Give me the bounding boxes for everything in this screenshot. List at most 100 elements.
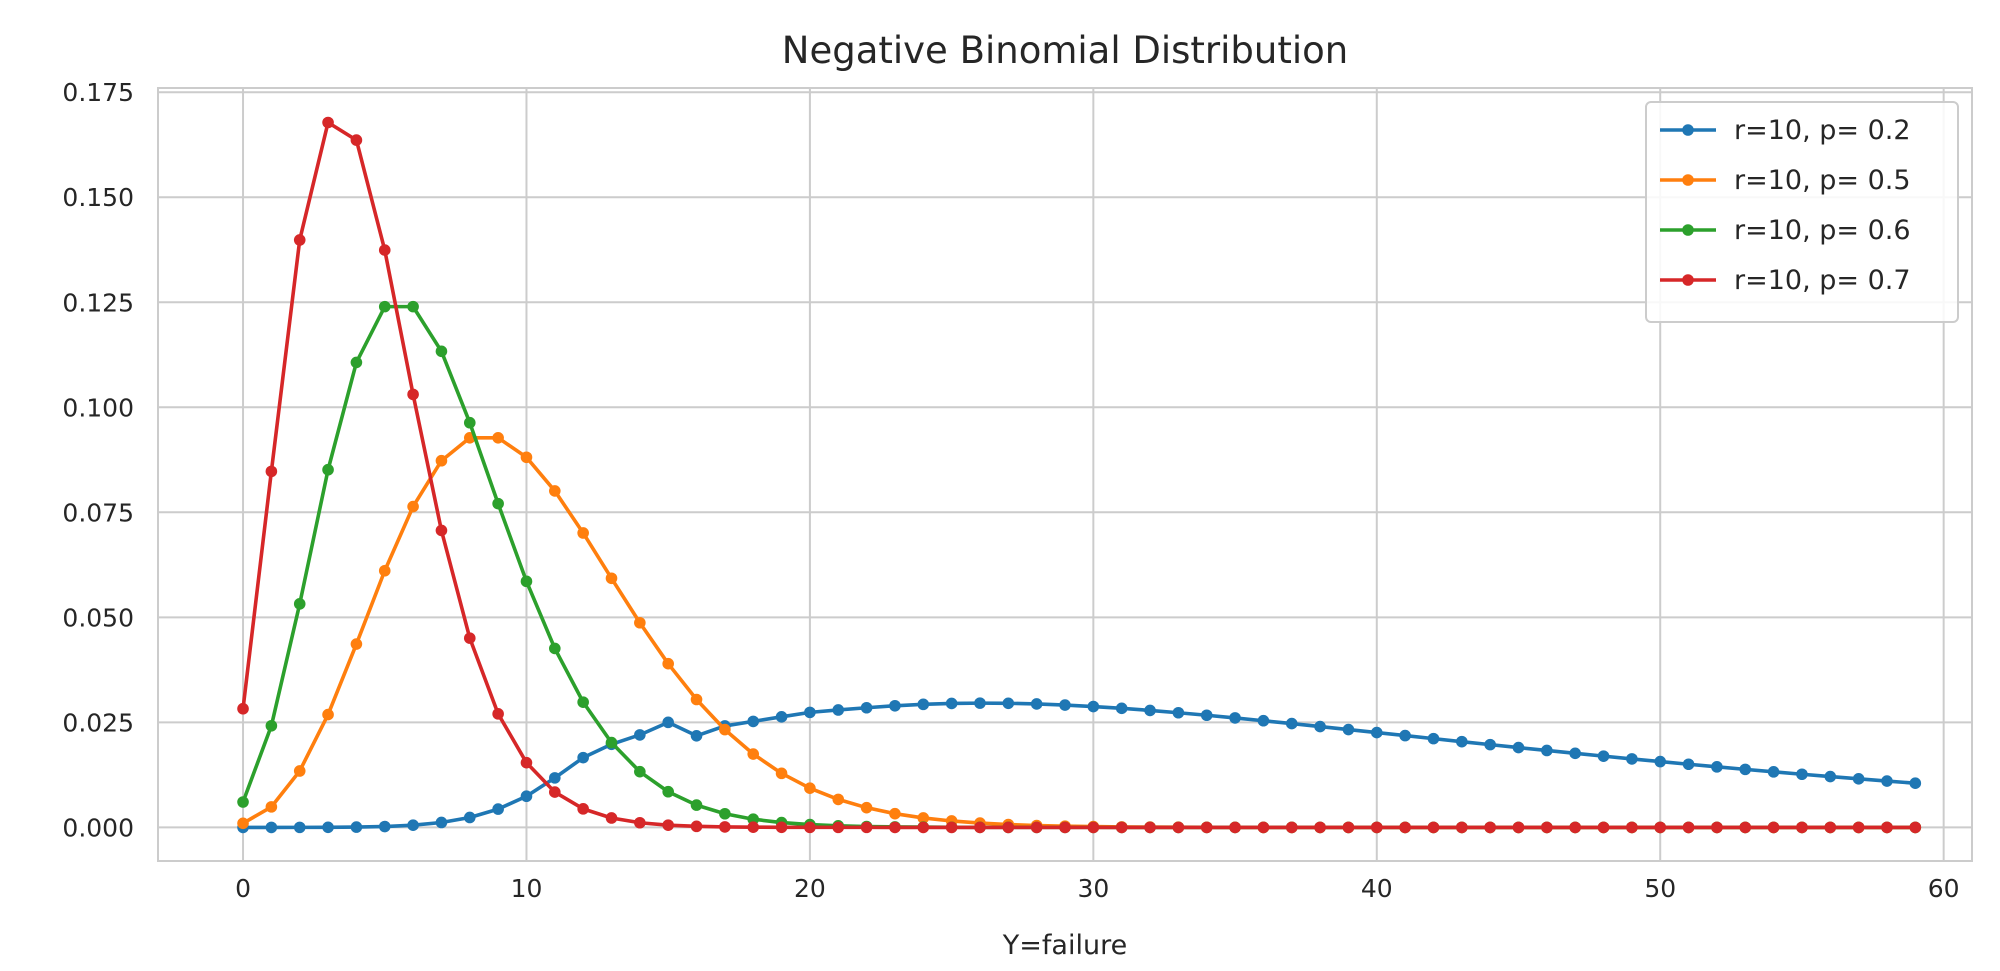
data-point bbox=[407, 500, 419, 513]
series-4 bbox=[237, 116, 1922, 834]
legend-box bbox=[1645, 101, 1959, 323]
data-point bbox=[463, 811, 476, 824]
data-point bbox=[1739, 763, 1752, 776]
data-point bbox=[1682, 821, 1695, 834]
data-point bbox=[1285, 717, 1298, 730]
data-point bbox=[719, 807, 731, 820]
chart-title: Negative Binomial Distribution bbox=[782, 29, 1348, 72]
data-point bbox=[1200, 709, 1213, 722]
data-point bbox=[435, 454, 448, 467]
y-tick-label: 0.125 bbox=[62, 288, 134, 317]
data-point bbox=[350, 638, 363, 650]
legend-swatch-marker bbox=[1682, 224, 1694, 236]
data-point bbox=[1030, 698, 1043, 710]
x-tick-label: 50 bbox=[1644, 874, 1676, 903]
data-point bbox=[549, 642, 561, 655]
data-point bbox=[265, 821, 278, 834]
data-point bbox=[1456, 735, 1468, 748]
grid bbox=[158, 88, 1972, 861]
data-point bbox=[974, 697, 986, 709]
data-point bbox=[662, 785, 674, 798]
data-point bbox=[690, 820, 703, 833]
data-point bbox=[747, 821, 760, 833]
data-point bbox=[577, 696, 589, 708]
legend-swatch-marker bbox=[1682, 124, 1694, 136]
data-point bbox=[520, 756, 533, 769]
data-point bbox=[945, 697, 958, 710]
data-point bbox=[1059, 821, 1071, 834]
data-point bbox=[322, 708, 334, 721]
data-point bbox=[378, 300, 391, 313]
data-point bbox=[1002, 697, 1015, 710]
data-point bbox=[690, 730, 703, 742]
data-point bbox=[293, 234, 306, 246]
data-point bbox=[1399, 729, 1411, 742]
data-point bbox=[1796, 821, 1808, 834]
data-point bbox=[1030, 821, 1043, 834]
data-point bbox=[1512, 741, 1525, 754]
data-point bbox=[1342, 723, 1355, 736]
data-point bbox=[1484, 738, 1496, 751]
legend-label: r=10, p= 0.5 bbox=[1734, 165, 1911, 196]
data-point bbox=[832, 704, 845, 716]
data-point bbox=[1881, 821, 1893, 834]
data-point bbox=[1852, 773, 1865, 785]
data-point bbox=[1427, 732, 1440, 745]
data-point bbox=[719, 821, 731, 833]
data-point bbox=[1597, 821, 1610, 834]
y-tick-label: 0.150 bbox=[62, 183, 134, 212]
data-point bbox=[1824, 770, 1837, 783]
data-point bbox=[520, 451, 533, 464]
data-point bbox=[1229, 821, 1241, 834]
data-point bbox=[549, 786, 561, 798]
data-point bbox=[1229, 712, 1241, 724]
legend-label: r=10, p= 0.7 bbox=[1734, 265, 1911, 296]
data-point bbox=[917, 812, 930, 824]
data-point bbox=[378, 564, 391, 577]
data-point bbox=[945, 821, 958, 834]
data-point bbox=[577, 803, 589, 815]
data-point bbox=[1342, 821, 1355, 834]
data-point bbox=[1484, 821, 1496, 834]
data-point bbox=[775, 767, 788, 780]
data-point bbox=[492, 497, 504, 510]
data-point bbox=[322, 463, 334, 476]
data-point bbox=[1285, 821, 1298, 834]
data-point bbox=[1115, 702, 1128, 715]
data-point bbox=[1767, 766, 1780, 778]
data-point bbox=[634, 729, 646, 741]
data-point bbox=[889, 699, 901, 712]
data-point bbox=[1852, 821, 1865, 834]
data-point bbox=[577, 527, 589, 539]
data-point bbox=[1626, 821, 1638, 834]
data-point bbox=[265, 801, 278, 813]
data-point bbox=[322, 821, 334, 834]
x-tick-label: 30 bbox=[1077, 874, 1109, 903]
data-point bbox=[1711, 761, 1723, 773]
data-point bbox=[350, 356, 363, 369]
y-tick-label: 0.075 bbox=[62, 498, 134, 527]
data-point bbox=[1427, 821, 1440, 834]
data-point bbox=[1087, 821, 1100, 834]
data-point bbox=[775, 821, 788, 834]
data-point bbox=[378, 244, 391, 256]
data-point bbox=[1597, 750, 1610, 762]
data-point bbox=[832, 821, 845, 834]
data-point bbox=[662, 716, 674, 729]
data-point bbox=[1257, 821, 1270, 834]
data-point bbox=[804, 782, 816, 794]
data-point bbox=[492, 432, 504, 444]
data-point bbox=[1456, 821, 1468, 834]
data-point bbox=[1087, 700, 1100, 713]
data-point bbox=[804, 706, 816, 719]
data-point bbox=[1399, 821, 1411, 834]
data-point bbox=[605, 736, 618, 749]
data-point bbox=[747, 813, 760, 826]
data-point bbox=[1909, 821, 1922, 834]
data-point bbox=[1541, 744, 1553, 757]
data-point bbox=[860, 821, 873, 834]
data-point bbox=[350, 134, 363, 146]
legend-swatch-marker bbox=[1682, 174, 1694, 186]
data-point bbox=[1370, 821, 1383, 834]
data-point bbox=[1002, 821, 1015, 834]
